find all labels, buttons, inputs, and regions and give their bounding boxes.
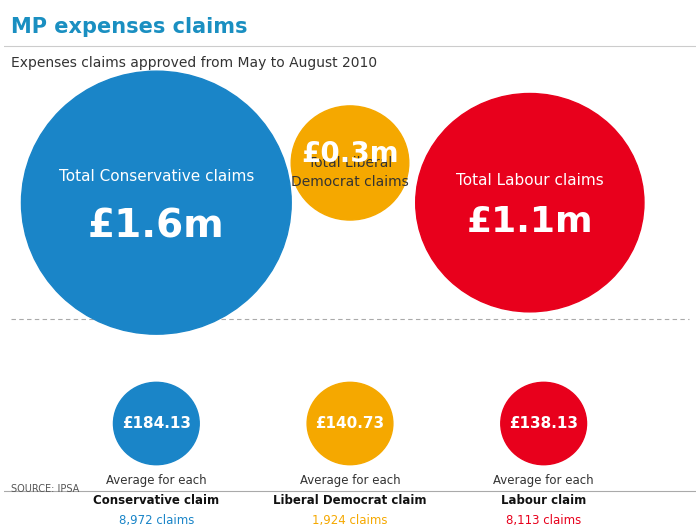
Text: £0.3m: £0.3m — [301, 140, 399, 168]
Text: £138.13: £138.13 — [509, 416, 578, 431]
Ellipse shape — [291, 106, 409, 220]
Ellipse shape — [416, 94, 644, 312]
Text: Average for each: Average for each — [106, 473, 206, 487]
Text: Labour claim: Labour claim — [501, 495, 587, 507]
Text: Total Labour claims: Total Labour claims — [456, 174, 603, 188]
Text: 8,972 claims: 8,972 claims — [118, 514, 194, 527]
Text: Average for each: Average for each — [300, 473, 400, 487]
Text: 1,924 claims: 1,924 claims — [312, 514, 388, 527]
Text: £1.6m: £1.6m — [88, 207, 225, 245]
Text: £140.73: £140.73 — [316, 416, 384, 431]
Text: Liberal Democrat claim: Liberal Democrat claim — [273, 495, 427, 507]
Text: £184.13: £184.13 — [122, 416, 191, 431]
Text: MP expenses claims: MP expenses claims — [11, 16, 248, 37]
Text: 8,113 claims: 8,113 claims — [506, 514, 581, 527]
Text: Expenses claims approved from May to August 2010: Expenses claims approved from May to Aug… — [11, 56, 377, 70]
Ellipse shape — [500, 382, 587, 464]
Text: £1.1m: £1.1m — [466, 205, 593, 239]
Text: Total Conservative claims: Total Conservative claims — [59, 169, 254, 184]
Text: SOURCE: IPSA: SOURCE: IPSA — [11, 485, 79, 495]
Ellipse shape — [22, 71, 291, 334]
Text: Conservative claim: Conservative claim — [93, 495, 219, 507]
Ellipse shape — [113, 382, 200, 464]
Text: Average for each: Average for each — [494, 473, 594, 487]
Text: Total Liberal
Democrat claims: Total Liberal Democrat claims — [291, 156, 409, 189]
Ellipse shape — [307, 382, 393, 464]
